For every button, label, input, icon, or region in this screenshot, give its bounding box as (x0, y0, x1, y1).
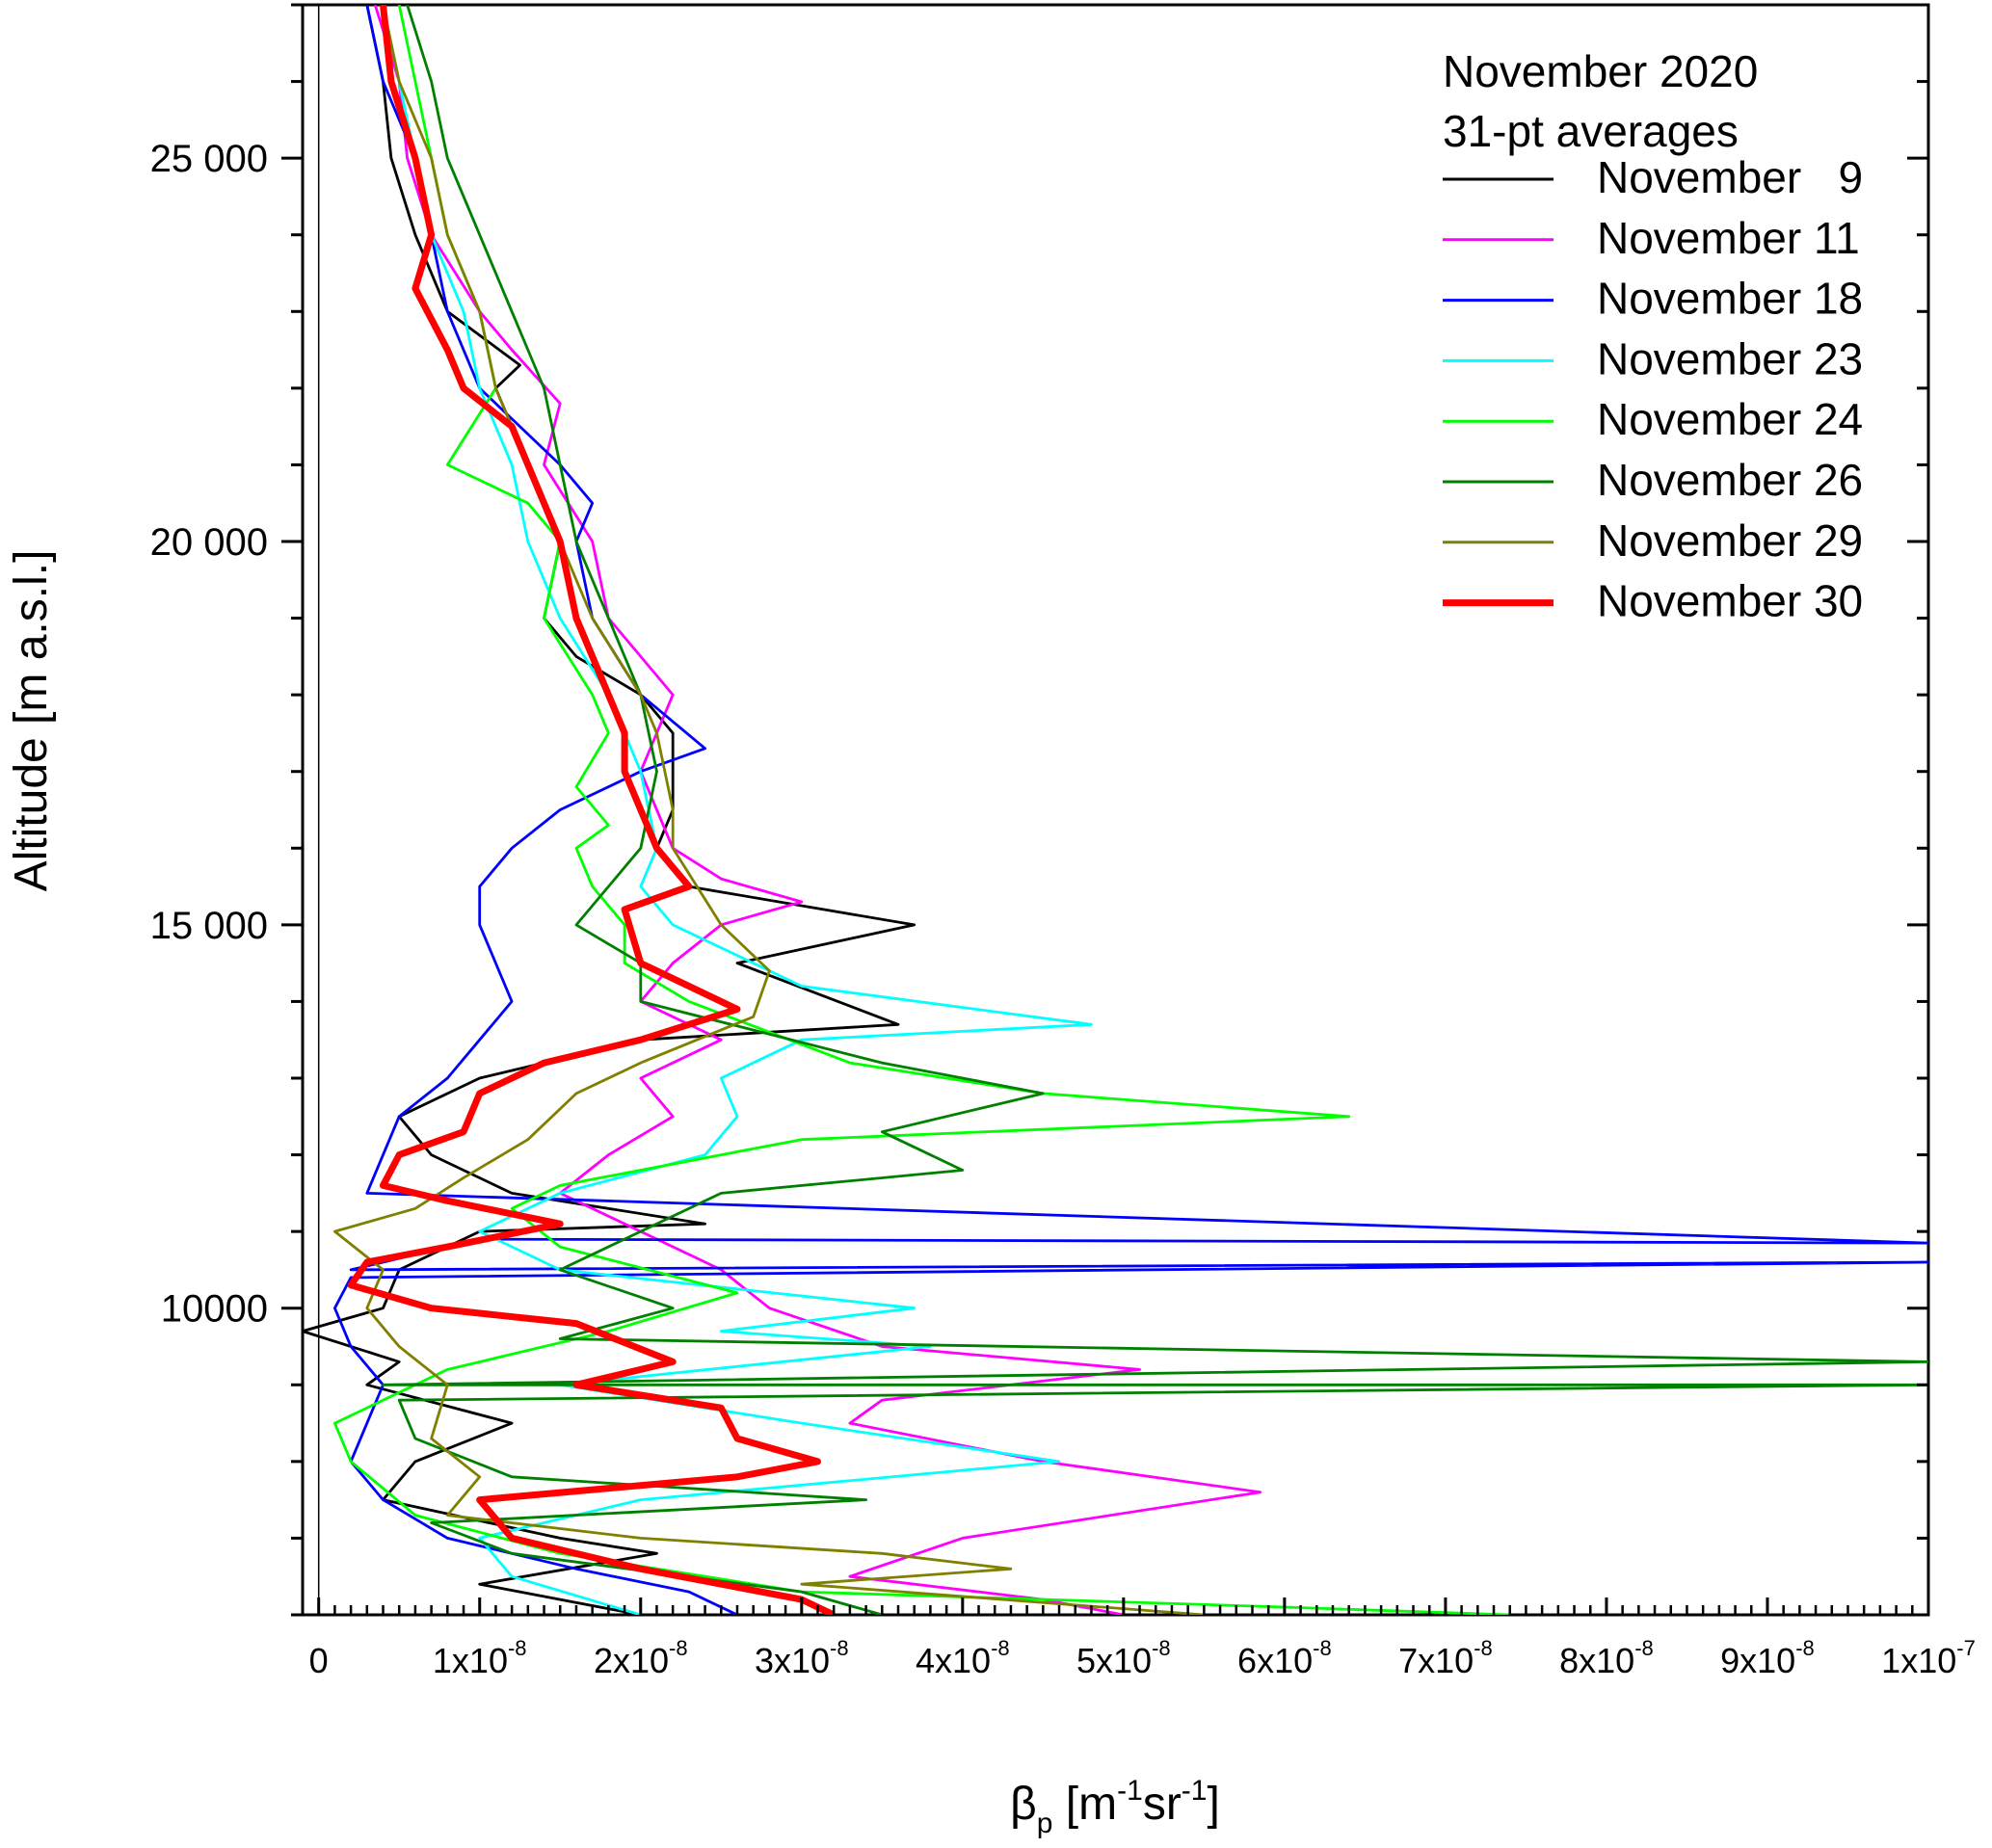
legend: November 2020 31-pt averages November 9N… (1443, 46, 1863, 626)
plot-area (301, 3, 1930, 1617)
series-line-5 (333, 5, 1510, 1615)
y-tick-label: 20 000 (150, 521, 268, 564)
legend-label: November 18 (1597, 274, 1863, 324)
legend-label: November 9 (1597, 152, 1863, 202)
x-tick-label: 1x10-7 (1881, 1636, 1976, 1680)
legend-label: November 29 (1597, 515, 1863, 566)
legend-label: November 30 (1597, 576, 1863, 626)
series-line-3 (333, 5, 1928, 1615)
series-layer (303, 5, 1928, 1615)
legend-title-line-1: November 2020 (1443, 46, 1758, 96)
legend-title-line-2: 31-pt averages (1443, 106, 1739, 156)
x-tick-label: 1x10-8 (433, 1636, 527, 1680)
legend-entries: November 9 November 11 November 18 November… (1443, 152, 1863, 626)
legend-label: November 11 (1597, 213, 1860, 263)
x-axis-label: βp [m-1sr-1] (1010, 1775, 1220, 1839)
y-axis-label: Altitude [m a.s.l.] (6, 550, 57, 892)
x-tick-label: 6x10-8 (1237, 1636, 1332, 1680)
x-tick-label: 4x10-8 (916, 1636, 1010, 1680)
legend-label: November 23 (1597, 333, 1863, 383)
series-line-6 (382, 5, 1928, 1615)
x-tick-label: 9x10-8 (1720, 1636, 1815, 1680)
tick-labels: 0 1x10-8 2x10-8 3x10-8 4x10-8 5x10-8 6x10-8 7x1… (150, 138, 1976, 1680)
y-tick-label: 15 000 (150, 905, 268, 947)
x-tick-label: 3x10-8 (755, 1636, 849, 1680)
x-tick-label: 2x10-8 (594, 1636, 688, 1680)
x-tick-label: 5x10-8 (1076, 1636, 1171, 1680)
series-line-4 (382, 5, 1093, 1615)
x-tick-label: 8x10-8 (1559, 1636, 1654, 1680)
x-tick-label: 7x10-8 (1398, 1636, 1493, 1680)
x-tick-label: 0 (309, 1641, 329, 1680)
legend-label: November 26 (1597, 455, 1863, 505)
series-line-2 (373, 5, 1262, 1615)
plot-frame (301, 3, 1930, 1617)
y-tick-label: 10000 (161, 1288, 268, 1331)
ticks-layer (281, 3, 1930, 1617)
legend-label: November 24 (1597, 394, 1863, 444)
series-line-1 (303, 5, 916, 1615)
y-tick-label: 25 000 (150, 138, 268, 180)
series-line-8 (347, 5, 836, 1615)
